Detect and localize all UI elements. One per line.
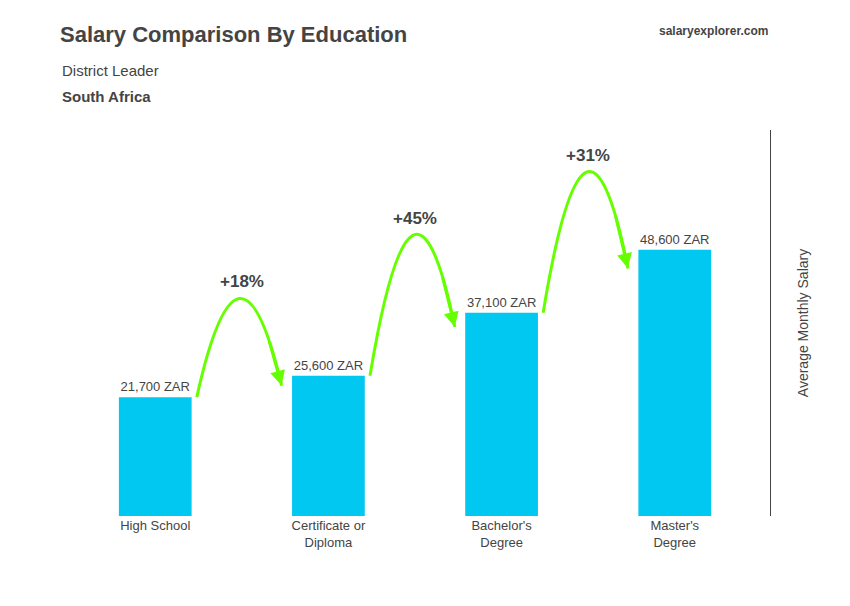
svg-text:High School: High School <box>120 518 190 533</box>
svg-text:48,600 ZAR: 48,600 ZAR <box>640 232 709 247</box>
svg-text:Bachelor'sDegree: Bachelor'sDegree <box>471 518 532 550</box>
svg-text:+31%: +31% <box>566 146 610 165</box>
svg-text:Salary Comparison By Education: Salary Comparison By Education <box>60 22 407 47</box>
svg-text:+45%: +45% <box>393 209 437 228</box>
svg-text:District Leader: District Leader <box>62 62 159 79</box>
svg-text:25,600 ZAR: 25,600 ZAR <box>294 358 363 373</box>
svg-text:+18%: +18% <box>220 272 264 291</box>
svg-text:Master'sDegree: Master'sDegree <box>650 518 699 550</box>
svg-text:South Africa: South Africa <box>62 88 151 105</box>
svg-text:37,100 ZAR: 37,100 ZAR <box>467 295 536 310</box>
svg-text:Certificate orDiploma: Certificate orDiploma <box>292 518 366 550</box>
svg-text:21,700 ZAR: 21,700 ZAR <box>121 379 190 394</box>
svg-text:salaryexplorer.com: salaryexplorer.com <box>659 24 768 38</box>
svg-text:Average Monthly Salary: Average Monthly Salary <box>795 249 811 397</box>
